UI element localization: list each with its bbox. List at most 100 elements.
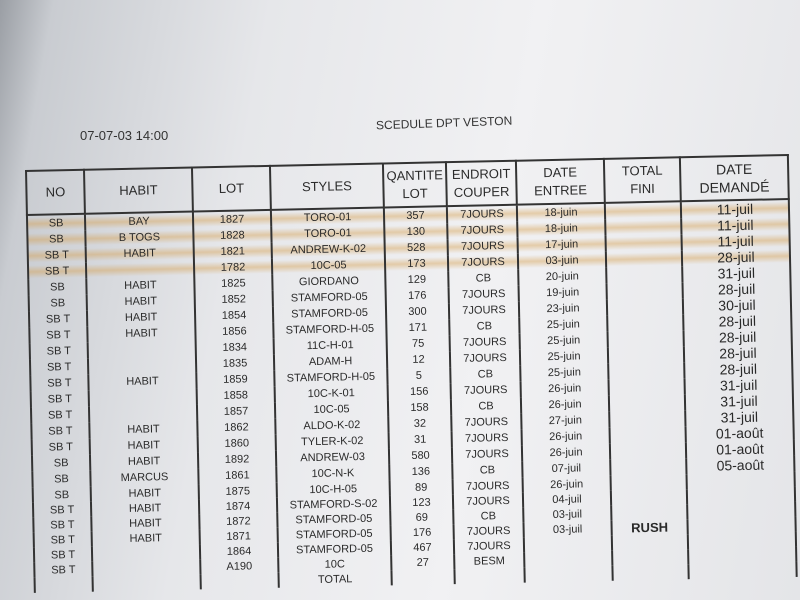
- table-cell: [92, 574, 201, 592]
- table-cell: 7JOURS: [447, 221, 518, 240]
- table-cell: 7JOURS: [448, 285, 519, 304]
- document-title: SCEDULE DPT VESTON: [375, 113, 513, 133]
- table-cell: [611, 534, 689, 551]
- table-cell: 18-juin: [516, 202, 606, 222]
- table-cell: SB: [32, 470, 91, 488]
- table-cell: 7JOURS: [449, 349, 521, 368]
- table-cell: 1859: [196, 370, 275, 389]
- table-cell: 173: [384, 255, 449, 273]
- table-cell: SB T: [27, 262, 87, 280]
- table-cell: SB: [32, 486, 91, 503]
- table-cell: 25-juin: [520, 363, 609, 382]
- table-cell: [607, 330, 684, 348]
- table-cell: SB T: [33, 531, 92, 548]
- table-cell: [605, 234, 682, 252]
- table-cell: [605, 250, 683, 268]
- column-header: TOTAL FINI: [603, 157, 681, 203]
- table-cell: 1864: [199, 542, 279, 560]
- table-cell: 7JOURS: [450, 381, 521, 400]
- table-cell: [391, 569, 455, 586]
- table-cell: 26-juin: [521, 443, 611, 462]
- table-cell: 1860: [197, 434, 276, 453]
- table-cell: 5: [387, 367, 451, 385]
- table-cell: 528: [384, 239, 448, 257]
- column-header: HABIT: [84, 167, 193, 214]
- table-cell: 1857: [196, 402, 276, 421]
- table-cell: SB T: [30, 374, 89, 392]
- table-cell: 7JOURS: [453, 537, 525, 555]
- table-cell: RUSH: [611, 519, 688, 536]
- table-cell: 27-juin: [521, 411, 610, 430]
- table-cell: 176: [390, 524, 454, 541]
- table-cell: 7JOURS: [449, 333, 520, 352]
- table-cell: [609, 442, 687, 460]
- table-cell: 1828: [193, 226, 272, 245]
- table-cell: 1872: [199, 512, 278, 530]
- table-cell: 1827: [192, 209, 272, 229]
- table-cell: 7JOURS: [452, 492, 524, 510]
- table-cell: 176: [385, 287, 449, 305]
- table-cell: 1852: [194, 290, 273, 309]
- table-cell: SB T: [28, 310, 88, 328]
- table-cell: SB T: [29, 326, 88, 344]
- table-cell: SB T: [34, 561, 93, 578]
- table-cell: 7JOURS: [451, 429, 522, 448]
- table-cell: 130: [384, 223, 448, 241]
- table-cell: 69: [390, 509, 454, 526]
- table-cell: 7JOURS: [447, 237, 518, 256]
- table-cell: 7JOURS: [451, 445, 523, 464]
- table-cell: SB T: [33, 546, 93, 563]
- table-cell: CB: [450, 365, 521, 384]
- table-cell: CB: [449, 317, 520, 336]
- table-cell: 158: [387, 399, 452, 417]
- table-cell: 1871: [199, 527, 278, 545]
- table-cell: SB T: [32, 501, 92, 518]
- table-cell: 27: [391, 554, 455, 571]
- table-cell: 89: [389, 479, 453, 496]
- table-cell: 123: [389, 494, 454, 511]
- column-header: LOT: [191, 165, 271, 212]
- table-cell: [607, 314, 684, 332]
- table-cell: 580: [388, 447, 453, 465]
- table-cell: [612, 564, 689, 581]
- table-cell: 26-juin: [521, 427, 610, 446]
- table-cell: A190: [200, 557, 279, 575]
- column-header: NO: [26, 169, 85, 215]
- table-cell: 1875: [198, 482, 277, 500]
- table-cell: [454, 567, 525, 585]
- table-cell: 1835: [195, 354, 275, 373]
- table-cell: [609, 426, 686, 444]
- table-cell: 25-juin: [519, 331, 608, 350]
- table-cell: [606, 282, 683, 300]
- schedule-table: NO HABIT LOT STYLES QANTITE LOT ENDROIT COUPE…: [25, 154, 798, 593]
- table-cell: 32: [388, 415, 452, 433]
- table-cell: 7JOURS: [447, 253, 519, 272]
- table-cell: SB: [31, 454, 91, 472]
- table-cell: [688, 561, 797, 580]
- table-cell: TOTAL: [278, 570, 392, 588]
- table-cell: 156: [387, 383, 451, 401]
- table-wrap: NO HABIT LOT STYLES QANTITE LOT ENDROIT COUPE…: [25, 154, 798, 593]
- table-cell: SB: [27, 230, 86, 248]
- table-cell: SB T: [29, 342, 88, 360]
- table-cell: SB: [28, 294, 87, 312]
- table-cell: 1892: [197, 450, 277, 469]
- table-cell: SB T: [30, 390, 89, 408]
- table-cell: SB T: [27, 246, 86, 264]
- table-cell: 1856: [195, 322, 274, 341]
- table-cell: CB: [453, 507, 524, 525]
- table-cell: [608, 378, 685, 396]
- table-cell: [611, 504, 688, 521]
- table-cell: [606, 266, 683, 284]
- table-cell: [604, 201, 682, 220]
- table-cell: 1858: [196, 386, 275, 405]
- table-cell: SB T: [31, 422, 90, 440]
- table-cell: 1821: [193, 242, 272, 261]
- table-cell: [610, 489, 688, 506]
- table-cell: 1782: [193, 258, 273, 277]
- table-cell: [606, 298, 684, 316]
- table-cell: 75: [386, 335, 450, 353]
- table-cell: 7JOURS: [446, 204, 518, 224]
